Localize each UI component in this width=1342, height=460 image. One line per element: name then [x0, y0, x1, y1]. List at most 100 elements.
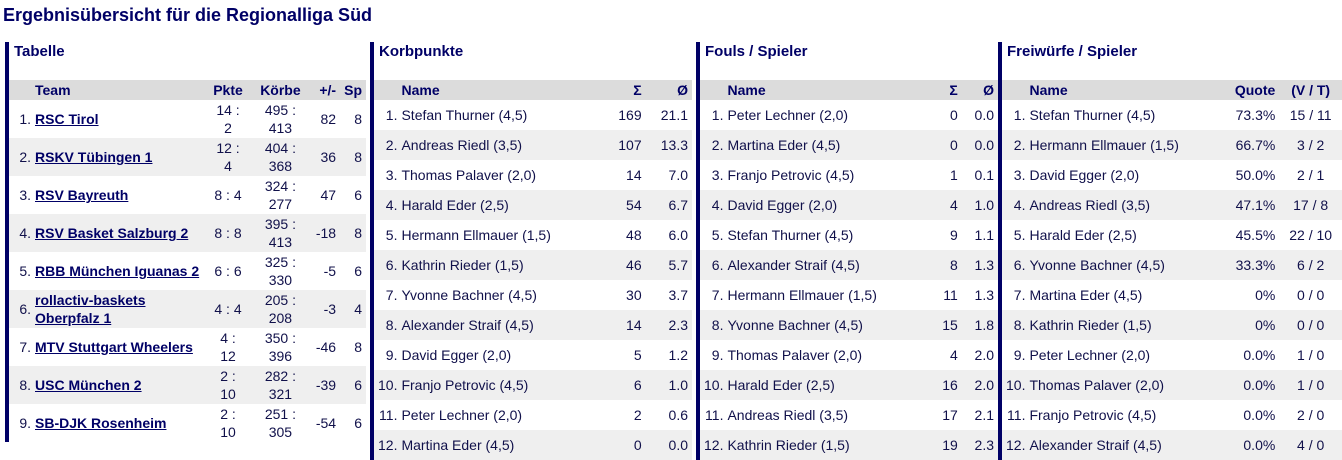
team-link[interactable]: rollactiv-baskets Oberpfalz 1	[35, 292, 146, 326]
games: 6	[354, 187, 362, 203]
rank: 10.	[700, 370, 724, 400]
rank: 5.	[385, 227, 398, 243]
team-link[interactable]: SB-DJK Rosenheim	[35, 415, 167, 431]
sum: 0	[930, 130, 962, 160]
quote: 0%	[1219, 310, 1280, 340]
games: 8	[354, 339, 362, 355]
sum: 169	[618, 107, 642, 123]
sum: 14	[604, 310, 646, 340]
average: 5.7	[645, 250, 692, 280]
average: 1.1	[974, 227, 994, 243]
table-row: 3. RSV Bayreuth 8 : 4 324 : 277 47 6	[9, 176, 366, 214]
team-link[interactable]: RSV Basket Salzburg 2	[35, 225, 189, 241]
sum: 48	[626, 227, 642, 243]
baskets: 282 : 321	[248, 366, 312, 404]
average: 0.1	[974, 167, 994, 183]
player-name: Thomas Palaver (2,0)	[1025, 370, 1220, 400]
rank: 1.	[385, 107, 398, 123]
sum: 17	[942, 407, 958, 423]
col-diff: +/-	[311, 80, 341, 100]
team-link[interactable]: RSKV Tübingen 1	[35, 149, 153, 165]
quote: 0%	[1255, 287, 1276, 303]
table-row: 10. Harald Eder (2,5) 16 2.0	[700, 370, 998, 400]
games: 6	[354, 263, 362, 279]
points-panel: Korbpunkte Name Σ Ø 1. Stefan Thurner (4,…	[370, 42, 692, 460]
average: 7.0	[668, 167, 688, 183]
sum: 0	[950, 107, 958, 123]
rank: 3.	[711, 167, 724, 183]
rank: 5.	[19, 263, 31, 279]
average: 1.0	[645, 370, 692, 400]
made-attempted: 6 / 2	[1279, 250, 1342, 280]
team: RSC Tirol	[31, 100, 207, 138]
sum: 6	[604, 370, 646, 400]
table-row: 6. rollactiv-baskets Oberpfalz 1 4 : 4 205 …	[9, 290, 366, 328]
col-points: Pkte	[207, 80, 249, 100]
table-row: 2. Martina Eder (4,5) 0 0.0	[700, 130, 998, 160]
team-link[interactable]: RSC Tirol	[35, 111, 99, 127]
rank: 11.	[379, 407, 398, 423]
col-avg: Ø	[961, 80, 998, 100]
team-link[interactable]: MTV Stuttgart Wheelers	[35, 339, 193, 355]
sum: 54	[604, 190, 646, 220]
team-link[interactable]: RBB München Iguanas 2	[35, 263, 200, 279]
player-name: David Egger (2,0)	[723, 190, 931, 220]
player-name: Kathrin Rieder (1,5)	[1025, 310, 1220, 340]
rank: 8.	[9, 366, 31, 404]
made-attempted: 4 / 0	[1279, 430, 1342, 460]
average: 2.0	[961, 370, 998, 400]
average: 0.0	[974, 107, 994, 123]
table-row: 8. Kathrin Rieder (1,5) 0% 0 / 0	[1002, 310, 1342, 340]
fouls-heading: Fouls / Spieler	[705, 43, 808, 60]
average: 1.3	[974, 287, 994, 303]
table-row: 1. Stefan Thurner (4,5) 73.3% 15 / 11	[1002, 100, 1342, 130]
quote: 50.0%	[1235, 167, 1276, 183]
sum: 11	[943, 287, 958, 303]
sum: 9	[950, 227, 958, 243]
average: 13.3	[645, 130, 692, 160]
player-name: David Egger (2,0)	[1029, 167, 1140, 183]
team-link[interactable]: RSV Bayreuth	[35, 187, 129, 203]
baskets: 325 : 330	[264, 254, 296, 288]
sum: 0	[604, 430, 646, 460]
sum: 30	[626, 287, 642, 303]
games: 8	[354, 111, 362, 127]
quote: 0.0%	[1219, 370, 1280, 400]
games: 4	[340, 290, 366, 328]
rank: 8.	[1002, 310, 1026, 340]
diff: 47	[320, 187, 337, 203]
player-name: Hermann Ellmauer (1,5)	[727, 287, 877, 303]
player-name: Andreas Riedl (3,5)	[1025, 190, 1220, 220]
rank: 10.	[1002, 370, 1026, 400]
rank: 2.	[1002, 130, 1026, 160]
diff: 36	[311, 138, 341, 176]
col-sum: Σ	[930, 80, 962, 100]
rank: 4.	[374, 190, 398, 220]
rank: 4.	[700, 190, 724, 220]
games: 8	[340, 214, 366, 252]
table-row: 3. David Egger (2,0) 50.0% 2 / 1	[1002, 160, 1342, 190]
points: 4 : 12	[220, 330, 236, 364]
table-row: 11. Peter Lechner (2,0) 2 0.6	[374, 400, 692, 430]
team-link[interactable]: USC München 2	[35, 377, 142, 393]
player-name: David Egger (2,0)	[401, 347, 512, 363]
table-row: 6. Alexander Straif (4,5) 8 1.3	[700, 250, 998, 280]
table-row: 4. RSV Basket Salzburg 2 8 : 8 395 : 413 -18…	[9, 214, 366, 252]
sum: 16	[930, 370, 962, 400]
player-name: Kathrin Rieder (1,5)	[397, 250, 605, 280]
team: rollactiv-baskets Oberpfalz 1	[31, 290, 208, 328]
rank: 2.	[374, 130, 398, 160]
table-row: 4. David Egger (2,0) 4 1.0	[700, 190, 998, 220]
table-row: 2. Andreas Riedl (3,5) 107 13.3	[374, 130, 692, 160]
col-baskets: Körbe	[248, 80, 312, 100]
table-row: 2. Hermann Ellmauer (1,5) 66.7% 3 / 2	[1002, 130, 1342, 160]
col-games: Sp	[340, 80, 366, 100]
rank: 1.	[19, 111, 31, 127]
made-attempted: 1 / 0	[1279, 370, 1342, 400]
rank: 11.	[1007, 407, 1026, 423]
table-row: 9. Thomas Palaver (2,0) 4 2.0	[700, 340, 998, 370]
col-made-attempted: (V / T)	[1279, 80, 1342, 100]
quote: 47.1%	[1219, 190, 1280, 220]
points: 14 : 2	[216, 102, 240, 136]
rank: 3.	[19, 187, 31, 203]
